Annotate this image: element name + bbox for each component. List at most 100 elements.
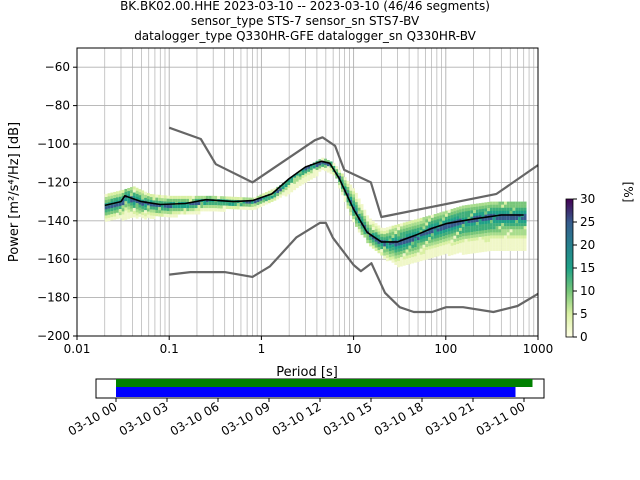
heatmap-cell: [352, 203, 356, 207]
heatmap-cell: [453, 211, 457, 215]
heatmap-cell: [481, 230, 485, 234]
nhnm-curve: [168, 126, 539, 219]
heatmap-cell: [355, 208, 358, 212]
heatmap-cell: [402, 250, 406, 254]
heatmap-cell: [355, 220, 358, 224]
heatmap-cell: [141, 196, 145, 200]
heatmap-cell: [315, 170, 319, 174]
heatmap-cell: [481, 224, 485, 228]
heatmap-cell: [194, 201, 198, 206]
heatmap-cell: [453, 214, 457, 218]
heatmap-cell: [504, 241, 507, 245]
heatmap-cell: [394, 227, 398, 232]
heatmap-cell: [461, 236, 465, 240]
heatmap-cell: [366, 239, 370, 244]
heatmap-cell: [104, 218, 108, 222]
heatmap-cell: [464, 232, 468, 236]
heatmap-cell: [520, 247, 524, 251]
heatmap-cell: [135, 200, 139, 204]
heatmap-cell: [515, 247, 519, 251]
heatmap-cell: [397, 227, 400, 231]
heatmap-cell: [411, 260, 415, 264]
heatmap-cell: [144, 191, 147, 196]
heatmap-cell: [107, 214, 111, 219]
heatmap-cell: [419, 217, 423, 222]
heatmap-cell: [127, 203, 131, 207]
heatmap-cell: [399, 232, 403, 236]
heatmap-cell: [394, 231, 398, 235]
heatmap-cell: [366, 218, 370, 222]
colorbar-tick-label: 0: [580, 330, 588, 344]
heatmap-cell: [402, 222, 406, 226]
heatmap-cell: [453, 223, 457, 227]
heatmap-cell: [113, 194, 117, 199]
heatmap-cell: [250, 200, 254, 205]
heatmap-cell: [160, 210, 164, 214]
heatmap-cell: [501, 210, 505, 215]
heatmap-cell: [267, 190, 271, 194]
heatmap-cell: [512, 229, 516, 233]
heatmap-cell: [366, 221, 370, 225]
heatmap-cell: [113, 213, 117, 217]
heatmap-cell: [380, 233, 384, 238]
heatmap-cell: [464, 229, 468, 233]
heatmap-cell: [169, 214, 173, 218]
heatmap-cell: [492, 220, 496, 224]
heatmap-cell: [160, 198, 164, 202]
heatmap-cell: [124, 198, 128, 202]
heatmap-cell: [442, 229, 445, 234]
heatmap-cell: [256, 198, 260, 203]
heatmap-cell: [484, 226, 488, 231]
heatmap-cell: [118, 212, 122, 216]
heatmap-cell: [447, 209, 451, 214]
heatmap-cell: [332, 165, 336, 170]
heatmap-cell: [506, 247, 510, 251]
heatmap-cell: [130, 190, 133, 194]
plot-background: [77, 48, 538, 336]
heatmap-cell: [130, 199, 133, 203]
heatmap-cell: [442, 239, 445, 243]
heatmap-cell: [498, 238, 502, 242]
heatmap-cell: [394, 252, 398, 256]
heatmap-cell: [492, 226, 496, 230]
heatmap-cell: [377, 228, 381, 232]
heatmap-cell: [321, 163, 325, 168]
heatmap-cell: [484, 202, 488, 206]
heatmap-cell: [408, 224, 412, 228]
heatmap-cell: [495, 210, 499, 215]
heatmap-cell: [189, 201, 192, 206]
heatmap-cell: [470, 204, 474, 208]
heatmap-cell: [352, 212, 356, 217]
heatmap-cell: [408, 227, 412, 231]
heatmap-cell: [430, 233, 434, 237]
coverage-tick-label: 03-10 00: [66, 399, 120, 438]
heatmap-cell: [343, 192, 347, 196]
heatmap-cell: [518, 216, 521, 221]
heatmap-cell: [422, 257, 426, 261]
heatmap-cell: [467, 241, 471, 245]
heatmap-cell: [509, 238, 513, 242]
heatmap-cell: [520, 244, 524, 248]
heatmap-cell: [200, 205, 204, 209]
heatmap-cell: [380, 249, 384, 253]
heatmap-cell: [408, 230, 412, 234]
heatmap-cell: [186, 211, 190, 215]
heatmap-cell: [501, 229, 505, 233]
heatmap-cell: [481, 236, 485, 240]
heatmap-cell: [408, 220, 412, 225]
heatmap-cell: [355, 205, 358, 209]
heatmap-cell: [104, 196, 108, 201]
heatmap-cell: [433, 247, 437, 252]
heatmap-cell: [414, 259, 417, 263]
heatmap-cell: [408, 233, 412, 237]
heatmap-cell: [155, 206, 159, 211]
heatmap-cell: [461, 223, 465, 228]
heatmap-cell: [374, 235, 378, 239]
heatmap-cell: [506, 207, 510, 212]
heatmap-cell: [459, 230, 462, 235]
heatmap-cell: [428, 246, 431, 250]
heatmap-cell: [121, 189, 125, 194]
heatmap-cell: [464, 205, 468, 209]
heatmap-cell: [433, 217, 437, 221]
data-coverage-bar: [116, 387, 516, 397]
